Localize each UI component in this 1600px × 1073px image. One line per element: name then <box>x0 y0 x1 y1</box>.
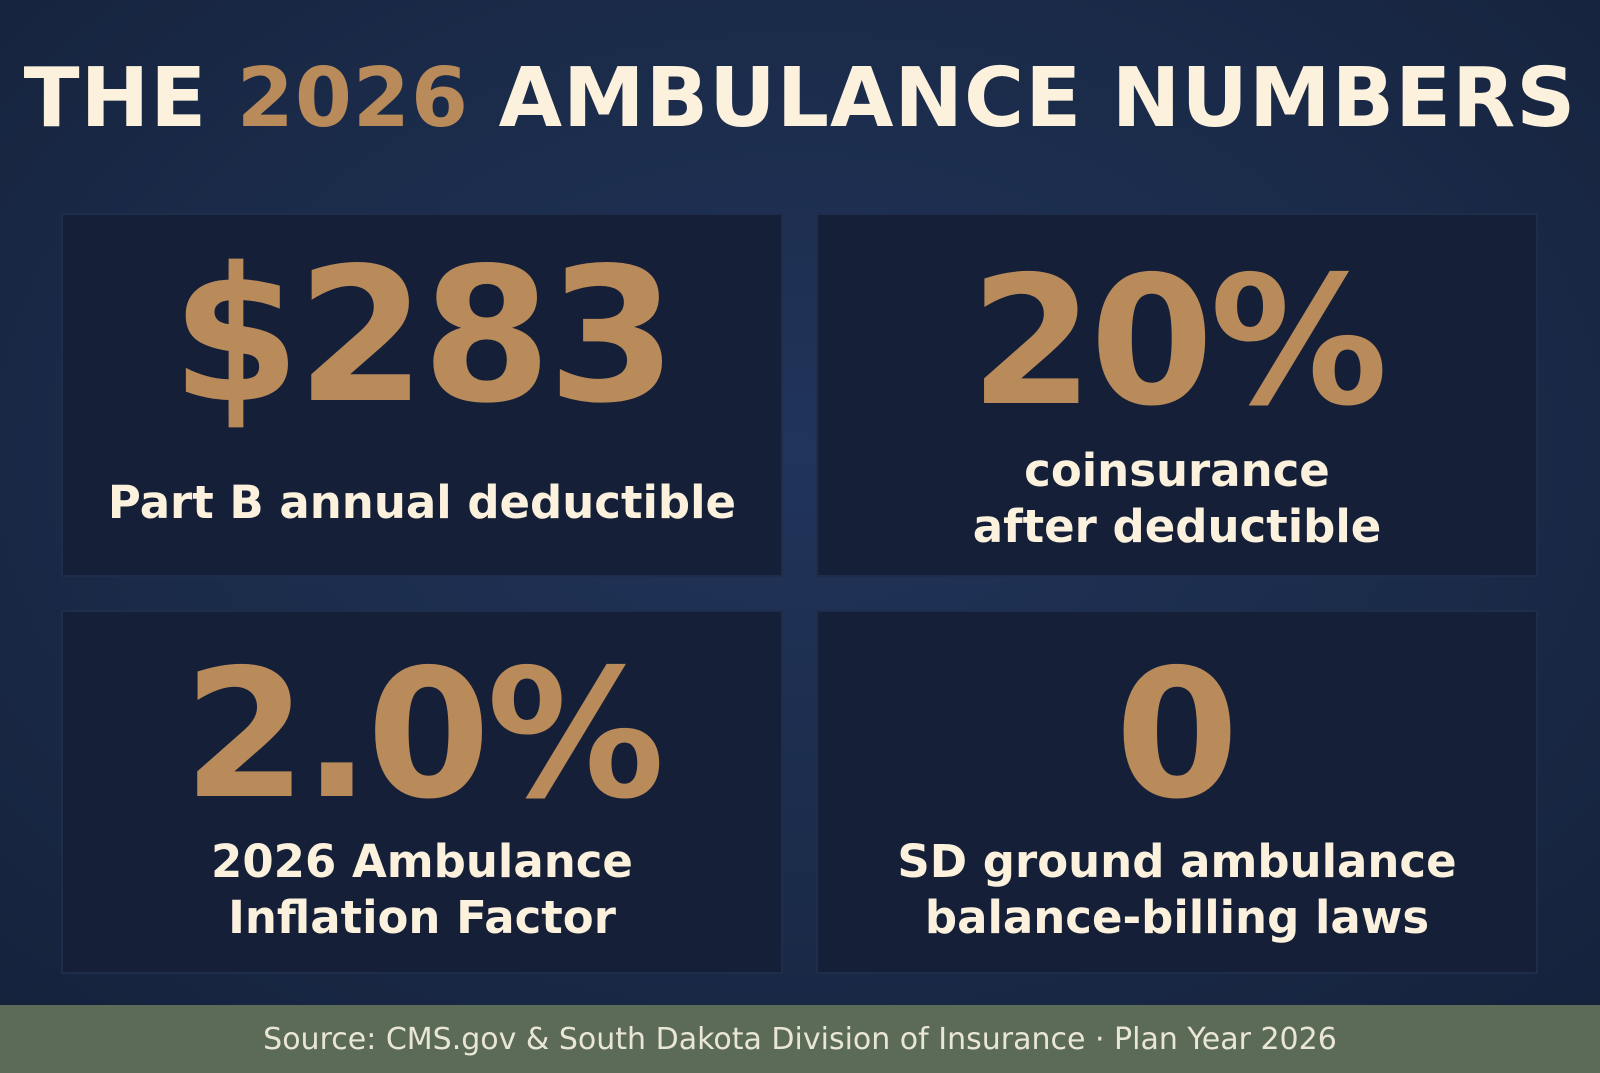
stat-value: 2.0% <box>183 631 665 838</box>
stat-card-balance-billing: 0 SD ground ambulance balance-billing la… <box>816 610 1538 974</box>
title-prefix: THE <box>23 51 237 146</box>
stat-label: 2026 Ambulance Inflation Factor <box>211 835 633 944</box>
stat-label: Part B annual deductible <box>107 476 737 529</box>
stat-label: coinsurance after deductible <box>972 444 1382 553</box>
title-year: 2026 <box>236 51 470 146</box>
page-title: THE 2026 AMBULANCE NUMBERS <box>0 58 1600 140</box>
stat-card-coinsurance: 20% coinsurance after deductible <box>816 213 1538 577</box>
stat-card-inflation-factor: 2.0% 2026 Ambulance Inflation Factor <box>61 610 783 974</box>
stat-value: 0 <box>1115 631 1239 838</box>
source-footer: Source: CMS.gov & South Dakota Division … <box>0 1005 1600 1073</box>
stat-value: 20% <box>969 238 1388 445</box>
stat-label: SD ground ambulance balance-billing laws <box>897 835 1457 944</box>
title-suffix: AMBULANCE NUMBERS <box>469 51 1577 146</box>
stat-value: $283 <box>171 227 677 444</box>
stat-card-deductible: $283 Part B annual deductible <box>61 213 783 577</box>
source-text: Source: CMS.gov & South Dakota Division … <box>263 1022 1337 1057</box>
